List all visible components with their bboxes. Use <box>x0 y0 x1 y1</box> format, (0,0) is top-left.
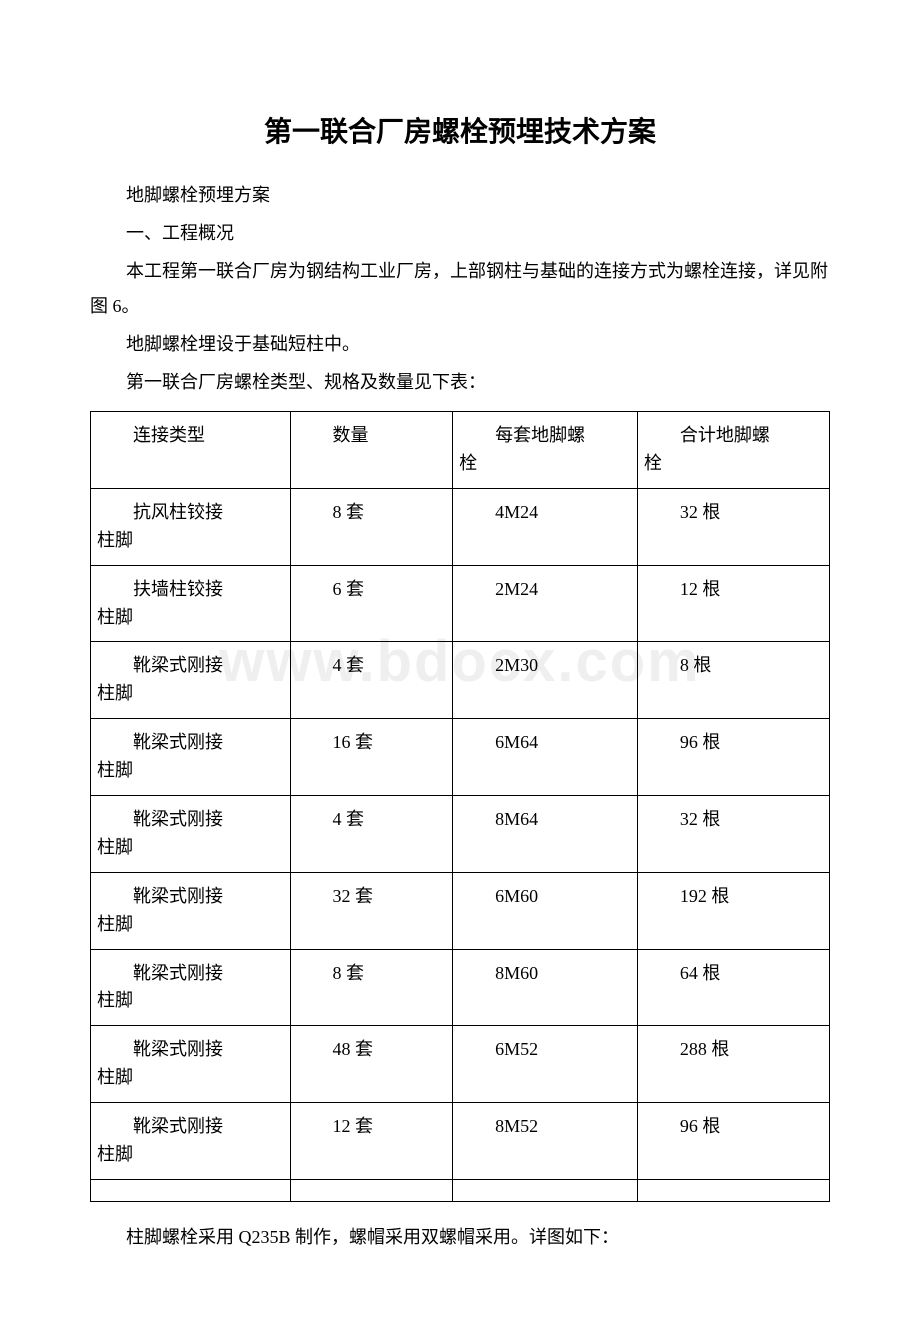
table-cell: 96 根 <box>637 1103 829 1180</box>
cell-line: 靴梁式刚接 <box>97 1113 284 1141</box>
table-cell: 8M64 <box>453 796 638 873</box>
cell-line: 柱脚 <box>97 680 284 708</box>
table-cell: 靴梁式刚接柱脚 <box>91 949 291 1026</box>
table-cell: 靴梁式刚接柱脚 <box>91 796 291 873</box>
paragraph-footer-note: 柱脚螺栓采用 Q235B 制作，螺帽采用双螺帽采用。详图如下： <box>90 1220 830 1254</box>
cell-line: 靴梁式刚接 <box>97 960 284 988</box>
header-line: 栓 <box>459 450 631 478</box>
table-header-cell: 连接类型 <box>91 412 291 489</box>
table-cell: 288 根 <box>637 1026 829 1103</box>
table-cell: 64 根 <box>637 949 829 1026</box>
table-cell <box>290 1179 453 1201</box>
table-header-row: 连接类型 数量 每套地脚螺 栓 合计地脚螺 栓 <box>91 412 830 489</box>
cell-line: 柱脚 <box>97 834 284 862</box>
table-row: 扶墙柱铰接柱脚 6 套 2M24 12 根 <box>91 565 830 642</box>
table-row: 靴梁式刚接柱脚 12 套 8M52 96 根 <box>91 1103 830 1180</box>
paragraph-subtitle: 地脚螺栓预埋方案 <box>90 178 830 212</box>
cell-line: 柱脚 <box>97 757 284 785</box>
cell-line: 靴梁式刚接 <box>97 883 284 911</box>
table-cell: 32 根 <box>637 488 829 565</box>
table-cell: 靴梁式刚接柱脚 <box>91 719 291 796</box>
table-row: 靴梁式刚接柱脚 16 套 6M64 96 根 <box>91 719 830 796</box>
table-cell: 8 套 <box>290 949 453 1026</box>
document-page: 第一联合厂房螺栓预埋技术方案 地脚螺栓预埋方案 一、工程概况 本工程第一联合厂房… <box>0 0 920 1318</box>
cell-line: 柱脚 <box>97 911 284 939</box>
bolt-spec-table: 连接类型 数量 每套地脚螺 栓 合计地脚螺 栓 抗风柱铰接柱脚 8 套 4M24… <box>90 411 830 1202</box>
table-row: 靴梁式刚接柱脚 48 套 6M52 288 根 <box>91 1026 830 1103</box>
header-line: 每套地脚螺 <box>459 422 631 450</box>
table-cell: 12 根 <box>637 565 829 642</box>
paragraph-overview: 本工程第一联合厂房为钢结构工业厂房，上部钢柱与基础的连接方式为螺栓连接，详见附图… <box>90 254 830 322</box>
table-cell: 靴梁式刚接柱脚 <box>91 1103 291 1180</box>
table-cell: 32 套 <box>290 872 453 949</box>
table-cell: 4 套 <box>290 642 453 719</box>
table-cell: 6M64 <box>453 719 638 796</box>
cell-line: 扶墙柱铰接 <box>97 576 284 604</box>
table-cell <box>91 1179 291 1201</box>
table-header-cell: 数量 <box>290 412 453 489</box>
paragraph-table-intro: 第一联合厂房螺栓类型、规格及数量见下表： <box>90 365 830 399</box>
table-cell: 6M60 <box>453 872 638 949</box>
table-cell: 8 根 <box>637 642 829 719</box>
table-cell: 靴梁式刚接柱脚 <box>91 1026 291 1103</box>
table-cell: 48 套 <box>290 1026 453 1103</box>
table-cell: 2M24 <box>453 565 638 642</box>
cell-line: 抗风柱铰接 <box>97 499 284 527</box>
table-cell: 靴梁式刚接柱脚 <box>91 872 291 949</box>
table-empty-row <box>91 1179 830 1201</box>
table-header-cell: 每套地脚螺 栓 <box>453 412 638 489</box>
table-cell <box>453 1179 638 1201</box>
table-row: 抗风柱铰接柱脚 8 套 4M24 32 根 <box>91 488 830 565</box>
header-line: 合计地脚螺 <box>644 422 823 450</box>
table-cell: 8 套 <box>290 488 453 565</box>
cell-line: 柱脚 <box>97 1141 284 1169</box>
table-cell: 12 套 <box>290 1103 453 1180</box>
table-row: 靴梁式刚接柱脚 4 套 2M30 8 根 <box>91 642 830 719</box>
table-row: 靴梁式刚接柱脚 32 套 6M60 192 根 <box>91 872 830 949</box>
table-cell: 4 套 <box>290 796 453 873</box>
cell-line: 靴梁式刚接 <box>97 729 284 757</box>
table-cell: 96 根 <box>637 719 829 796</box>
cell-line: 柱脚 <box>97 527 284 555</box>
table-cell: 抗风柱铰接柱脚 <box>91 488 291 565</box>
cell-line: 柱脚 <box>97 987 284 1015</box>
paragraph-section-heading: 一、工程概况 <box>90 216 830 250</box>
table-cell: 192 根 <box>637 872 829 949</box>
cell-line: 靴梁式刚接 <box>97 1036 284 1064</box>
table-cell: 靴梁式刚接柱脚 <box>91 642 291 719</box>
table-cell <box>637 1179 829 1201</box>
paragraph-foundation: 地脚螺栓埋设于基础短柱中。 <box>90 327 830 361</box>
page-title: 第一联合厂房螺栓预埋技术方案 <box>90 110 830 150</box>
table-cell: 扶墙柱铰接柱脚 <box>91 565 291 642</box>
table-cell: 16 套 <box>290 719 453 796</box>
table-header-cell: 合计地脚螺 栓 <box>637 412 829 489</box>
table-cell: 8M52 <box>453 1103 638 1180</box>
cell-line: 靴梁式刚接 <box>97 806 284 834</box>
table-cell: 6M52 <box>453 1026 638 1103</box>
table-cell: 8M60 <box>453 949 638 1026</box>
table-cell: 32 根 <box>637 796 829 873</box>
table-row: 靴梁式刚接柱脚 4 套 8M64 32 根 <box>91 796 830 873</box>
cell-line: 靴梁式刚接 <box>97 652 284 680</box>
table-row: 靴梁式刚接柱脚 8 套 8M60 64 根 <box>91 949 830 1026</box>
table-cell: 4M24 <box>453 488 638 565</box>
table-cell: 2M30 <box>453 642 638 719</box>
header-line: 栓 <box>644 450 823 478</box>
cell-line: 柱脚 <box>97 604 284 632</box>
cell-line: 柱脚 <box>97 1064 284 1092</box>
table-cell: 6 套 <box>290 565 453 642</box>
